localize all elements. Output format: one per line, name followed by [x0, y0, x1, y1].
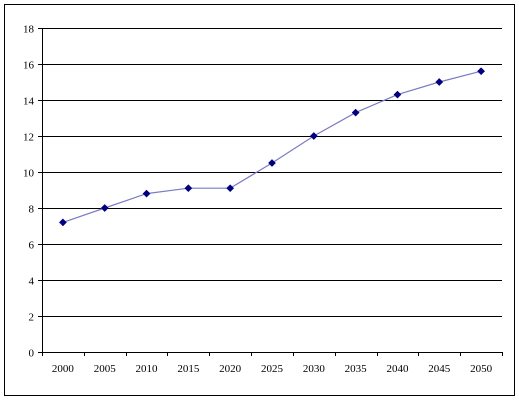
data-point-2050: [477, 67, 486, 76]
y-tick-label: 16: [23, 60, 35, 72]
x-tick-label: 2045: [428, 363, 451, 375]
x-tick-label: 2035: [345, 363, 368, 375]
data-point-2040: [393, 90, 402, 99]
series: [58, 67, 486, 227]
data-point-2010: [142, 189, 151, 198]
y-tick-label: 6: [29, 240, 35, 252]
data-point-2030: [309, 132, 318, 140]
y-tick-label: 8: [29, 204, 35, 216]
y-tick-labels: 0 2 4 6 8 10 12 14 16 18: [23, 24, 35, 360]
gridlines: [42, 28, 502, 317]
y-tick-label: 0: [29, 348, 35, 360]
x-tick-label: 2040: [386, 363, 409, 375]
data-point-2020: [226, 184, 235, 193]
axes: [38, 28, 503, 356]
data-point-2045: [435, 78, 444, 86]
data-point-2000: [58, 218, 67, 227]
x-tick-label: 2015: [177, 363, 200, 375]
x-tick-labels: 2000 2005 2010 2015 2020 2025 2030 2035 2040 2045…: [52, 363, 493, 375]
x-tick-label: 2050: [470, 363, 493, 375]
chart-border: [4, 4, 515, 396]
x-tick-label: 2025: [261, 363, 284, 375]
data-point-2035: [351, 108, 360, 117]
data-point-2025: [268, 159, 276, 167]
y-tick-label: 14: [23, 96, 35, 108]
data-point-2005: [100, 204, 109, 212]
x-tick-label: 2000: [52, 363, 75, 375]
x-tick-label: 2005: [94, 363, 117, 375]
y-tick-label: 2: [29, 312, 35, 324]
y-tick-label: 18: [23, 24, 35, 36]
y-tick-label: 4: [29, 276, 35, 288]
y-tick-label: 10: [23, 168, 35, 180]
y-tick-label: 12: [23, 132, 34, 144]
x-tick-label: 2010: [136, 363, 159, 375]
data-point-2015: [184, 184, 193, 193]
x-tick-label: 2030: [303, 363, 326, 375]
x-tick-label: 2020: [219, 363, 242, 375]
